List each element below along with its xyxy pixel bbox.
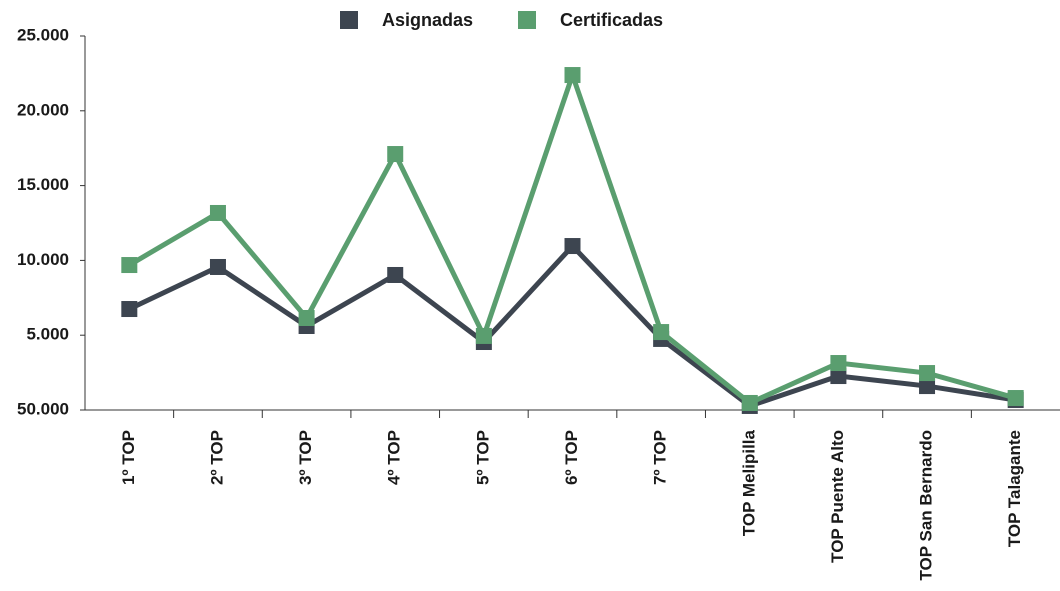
x-tick-label: 2º TOP <box>207 430 226 485</box>
legend-label: Certificadas <box>560 10 663 30</box>
legend-label: Asignadas <box>382 10 473 30</box>
point-marker <box>564 238 581 255</box>
point-marker <box>209 258 226 275</box>
point-marker <box>387 266 404 283</box>
x-tick-label: 6º TOP <box>562 430 581 485</box>
point-marker <box>475 327 492 344</box>
point-marker <box>830 355 847 372</box>
point-marker <box>298 309 315 326</box>
y-tick-label: 15.000 <box>17 175 69 194</box>
point-marker <box>121 257 138 274</box>
x-tick-label: TOP Puente Alto <box>828 430 847 563</box>
x-tick-label: TOP Talagante <box>1005 430 1024 547</box>
x-tick-label: 4º TOP <box>385 430 404 485</box>
point-marker <box>121 301 138 318</box>
legend-swatch <box>340 11 358 29</box>
point-marker <box>564 67 581 84</box>
x-tick-label: TOP Melipilla <box>739 429 758 536</box>
x-tick-label: 7º TOP <box>651 430 670 485</box>
x-tick-label: TOP San Bernardo <box>917 430 936 581</box>
point-marker <box>653 324 670 341</box>
point-marker <box>919 365 936 382</box>
series-line <box>128 242 1017 409</box>
y-tick-label: 5.000 <box>26 325 69 344</box>
y-tick-label: 20.000 <box>17 100 69 119</box>
x-tick-label: 5º TOP <box>473 430 492 485</box>
point-marker <box>919 378 936 395</box>
x-tick-label: 3º TOP <box>296 430 315 485</box>
y-tick-label: 50.000 <box>17 399 69 418</box>
point-marker <box>209 204 226 221</box>
legend-swatch <box>518 11 536 29</box>
point-marker <box>830 368 847 385</box>
y-tick-label: 10.000 <box>17 250 69 269</box>
point-marker <box>387 146 404 163</box>
y-tick-label: 25.000 <box>17 25 69 44</box>
point-marker <box>1007 390 1024 407</box>
point-marker <box>741 394 758 411</box>
x-tick-label: 1º TOP <box>119 430 138 485</box>
